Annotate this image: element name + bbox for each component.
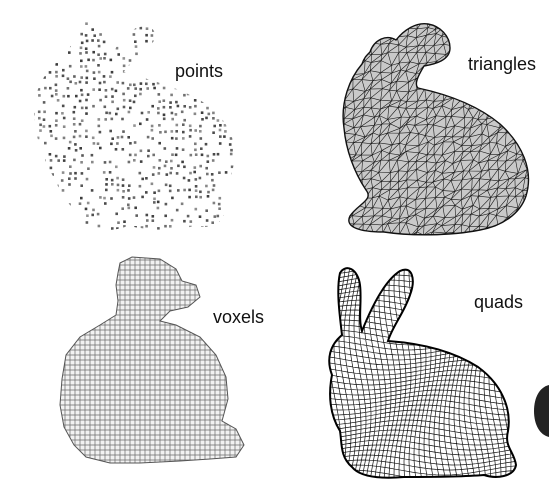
voxels-panel: voxels: [0, 245, 270, 483]
points-bunny-image: [34, 19, 235, 231]
points-panel: points: [0, 0, 270, 245]
triangles-bunny-image: [342, 23, 530, 236]
triangles-label: triangles: [468, 54, 537, 74]
points-label: points: [175, 61, 224, 81]
quads-label: quads: [474, 292, 524, 312]
voxels-bunny-image: [59, 256, 245, 464]
quads-panel: quads: [300, 245, 549, 483]
cropped-shape: [534, 385, 549, 437]
voxels-label: voxels: [213, 307, 265, 327]
triangles-panel: triangles: [300, 0, 549, 245]
quads-bunny-image: [328, 267, 549, 479]
